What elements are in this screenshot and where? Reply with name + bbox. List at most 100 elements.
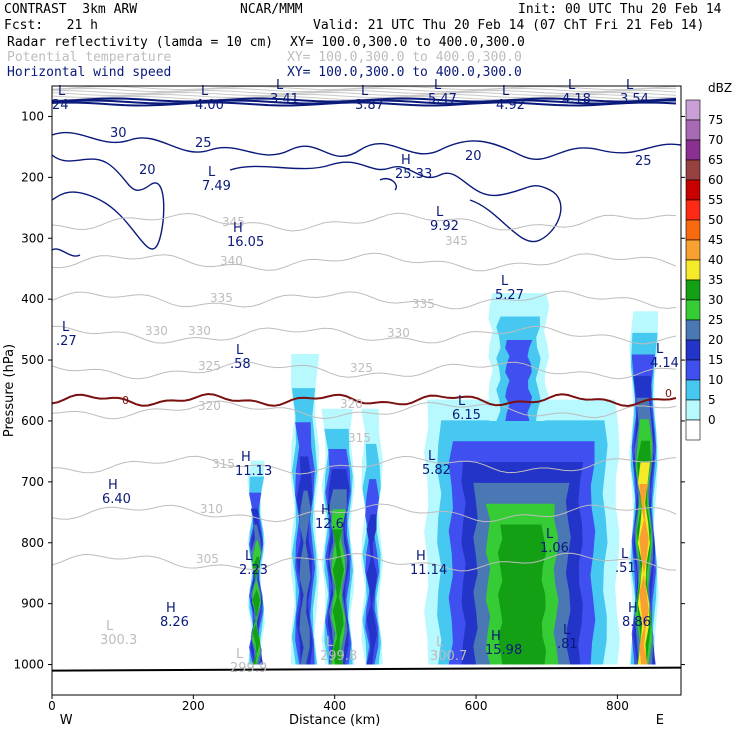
theta-extremum-type-0: L: [106, 619, 114, 634]
y-tick-label-300: 300: [21, 231, 44, 245]
theta-label-330-1: 330: [188, 324, 211, 338]
y-tick-label-1000: 1000: [13, 658, 44, 672]
x-tick-label-0: 0: [48, 699, 56, 713]
zero-isotherm: [52, 392, 677, 408]
colorbar-label-15: 15: [708, 353, 723, 367]
y-tick-label-400: 400: [21, 292, 44, 306]
wind-extremum-value-7: 3.54: [620, 92, 649, 107]
forecast-hour: Fcst: 21 h: [4, 18, 98, 33]
wind-extremum-value-2: 3.41: [270, 92, 299, 107]
plot-frame: [51, 85, 682, 696]
wind-label-25-1: 25: [635, 154, 652, 169]
wind-extremum-value-27: 15.98: [485, 643, 522, 658]
wind-extremum-value-13: .27: [56, 334, 77, 349]
field-label-reflectivity: Radar reflectivity (lamda = 10 cm): [7, 35, 274, 50]
wind-extremum-value-15: 4.14: [650, 356, 679, 371]
colorbar-swatch-6: [685, 219, 701, 241]
colorbar-label-25: 25: [708, 313, 723, 327]
theta-extremum-type-1: L: [236, 647, 244, 662]
y-tick-label-800: 800: [21, 536, 44, 550]
theta-label-325-0: 325: [198, 359, 221, 373]
reflectivity-cell-2-level-7: [332, 529, 344, 665]
y-axis-label: Pressure (hPa): [2, 344, 17, 437]
wind-extremum-type-26: H: [628, 601, 638, 616]
theta-label-330-2: 330: [387, 326, 410, 340]
wind-extremum-type-11: H: [233, 221, 243, 236]
init-time: Init: 00 UTC Thu 20 Feb 14: [518, 2, 722, 17]
theta-label-340-0: 340: [220, 254, 243, 268]
wind-extremum-type-12: L: [501, 274, 509, 289]
theta-label-330-0: 330: [145, 324, 168, 338]
wind-extremum-value-8: 7.49: [202, 179, 231, 194]
colorbar-label-40: 40: [708, 253, 723, 267]
wind-jet-contour-4: [52, 94, 677, 98]
theta-label-315-1: 315: [348, 431, 371, 445]
x-axis-label: Distance (km): [289, 713, 380, 728]
wind-extremum-type-14: L: [236, 343, 244, 358]
wind-jet-contour-7: [52, 99, 677, 105]
x-tick-label-400: 400: [323, 699, 346, 713]
wind-jet-contour-5: [52, 96, 677, 100]
wind-extremum-type-16: L: [458, 394, 466, 409]
y-tick-label-200: 200: [21, 170, 44, 184]
wind-extremum-value-12: 5.27: [495, 288, 524, 303]
wind-extremum-value-25: 8.26: [160, 615, 189, 630]
theta-contour-310: [52, 503, 677, 523]
zero-isotherm-label-right: 0: [665, 387, 672, 400]
theta-label-315-0: 315: [212, 457, 235, 471]
colorbar-swatch-9: [685, 279, 701, 301]
wind-extremum-value-23: 11.14: [410, 563, 447, 578]
theta-label-345-0: 345: [222, 215, 245, 229]
wind-jet-contour-3: [52, 91, 677, 97]
field-label-theta: Potential temperature: [7, 50, 172, 65]
colorbar-swatch-15: [685, 399, 701, 421]
wind-extremum-type-25: H: [166, 601, 176, 616]
wind-jet-contour-0: [52, 86, 677, 90]
wind-extremum-value-10: 9.92: [430, 219, 459, 234]
wind-extremum-type-13: L: [62, 320, 70, 335]
theta-contour-305: [52, 552, 677, 572]
wind-label-30-0: 30: [110, 126, 127, 141]
reflectivity-cell-6-level-9: [639, 484, 649, 665]
theta-extremum-type-3: L: [436, 635, 444, 650]
wind-extremum-value-14: .58: [230, 357, 251, 372]
theta-label-320-1: 320: [340, 397, 363, 411]
theta-contour-340: [52, 252, 677, 272]
wind-contour-path-3: [52, 248, 81, 257]
theta-extremum-type-2: L: [326, 635, 334, 650]
colorbar-label-55: 55: [708, 193, 723, 207]
wind-contour-path-4: [379, 178, 397, 191]
wind-contour-path-1: [52, 154, 165, 250]
wind-extremum-value-24: .51: [615, 561, 636, 576]
theta-label-335-0: 335: [210, 291, 233, 305]
colorbar-swatch-7: [685, 239, 701, 261]
field-xy-wind: XY= 100.0,300.0 to 400.0,300.0: [287, 65, 522, 80]
wind-extremum-type-17: H: [241, 450, 251, 465]
wind-extremum-value-21: 1.06: [540, 541, 569, 556]
theta-label-335-1: 335: [412, 297, 435, 311]
colorbar-swatch-12: [685, 339, 701, 361]
wind-extremum-type-15: L: [656, 342, 664, 357]
reflectivity-cell-1-level-5: [299, 490, 311, 665]
reflectivity-cell-0-level-7: [252, 556, 261, 665]
wind-jet-contour-1: [52, 88, 677, 92]
theta-extremum-value-0: 300.3: [100, 633, 137, 648]
theta-extremum-value-3: 300.7: [430, 649, 467, 664]
colorbar-label-70: 70: [708, 133, 723, 147]
center-label: NCAR/MMM: [240, 2, 303, 17]
theta-extremum-value-2: 299.8: [320, 649, 357, 664]
wind-extremum-value-6: 4.18: [562, 92, 591, 107]
wind-extremum-value-1: 4.00: [195, 98, 224, 113]
colorbar-label-30: 30: [708, 293, 723, 307]
colorbar-label-45: 45: [708, 233, 723, 247]
theta-contour-330: [52, 325, 677, 345]
colorbar-label-60: 60: [708, 173, 723, 187]
theta-label-345-1: 345: [445, 234, 468, 248]
wind-extremum-type-9: H: [401, 153, 411, 168]
zero-isotherm-label-left: 0: [122, 394, 129, 407]
wind-extremum-value-9: 25.33: [395, 167, 432, 182]
y-tick-label-100: 100: [21, 109, 44, 123]
theta-label-310-0: 310: [200, 502, 223, 516]
field-label-wind: Horizontal wind speed: [7, 65, 172, 80]
wind-extremum-type-27: H: [491, 629, 501, 644]
